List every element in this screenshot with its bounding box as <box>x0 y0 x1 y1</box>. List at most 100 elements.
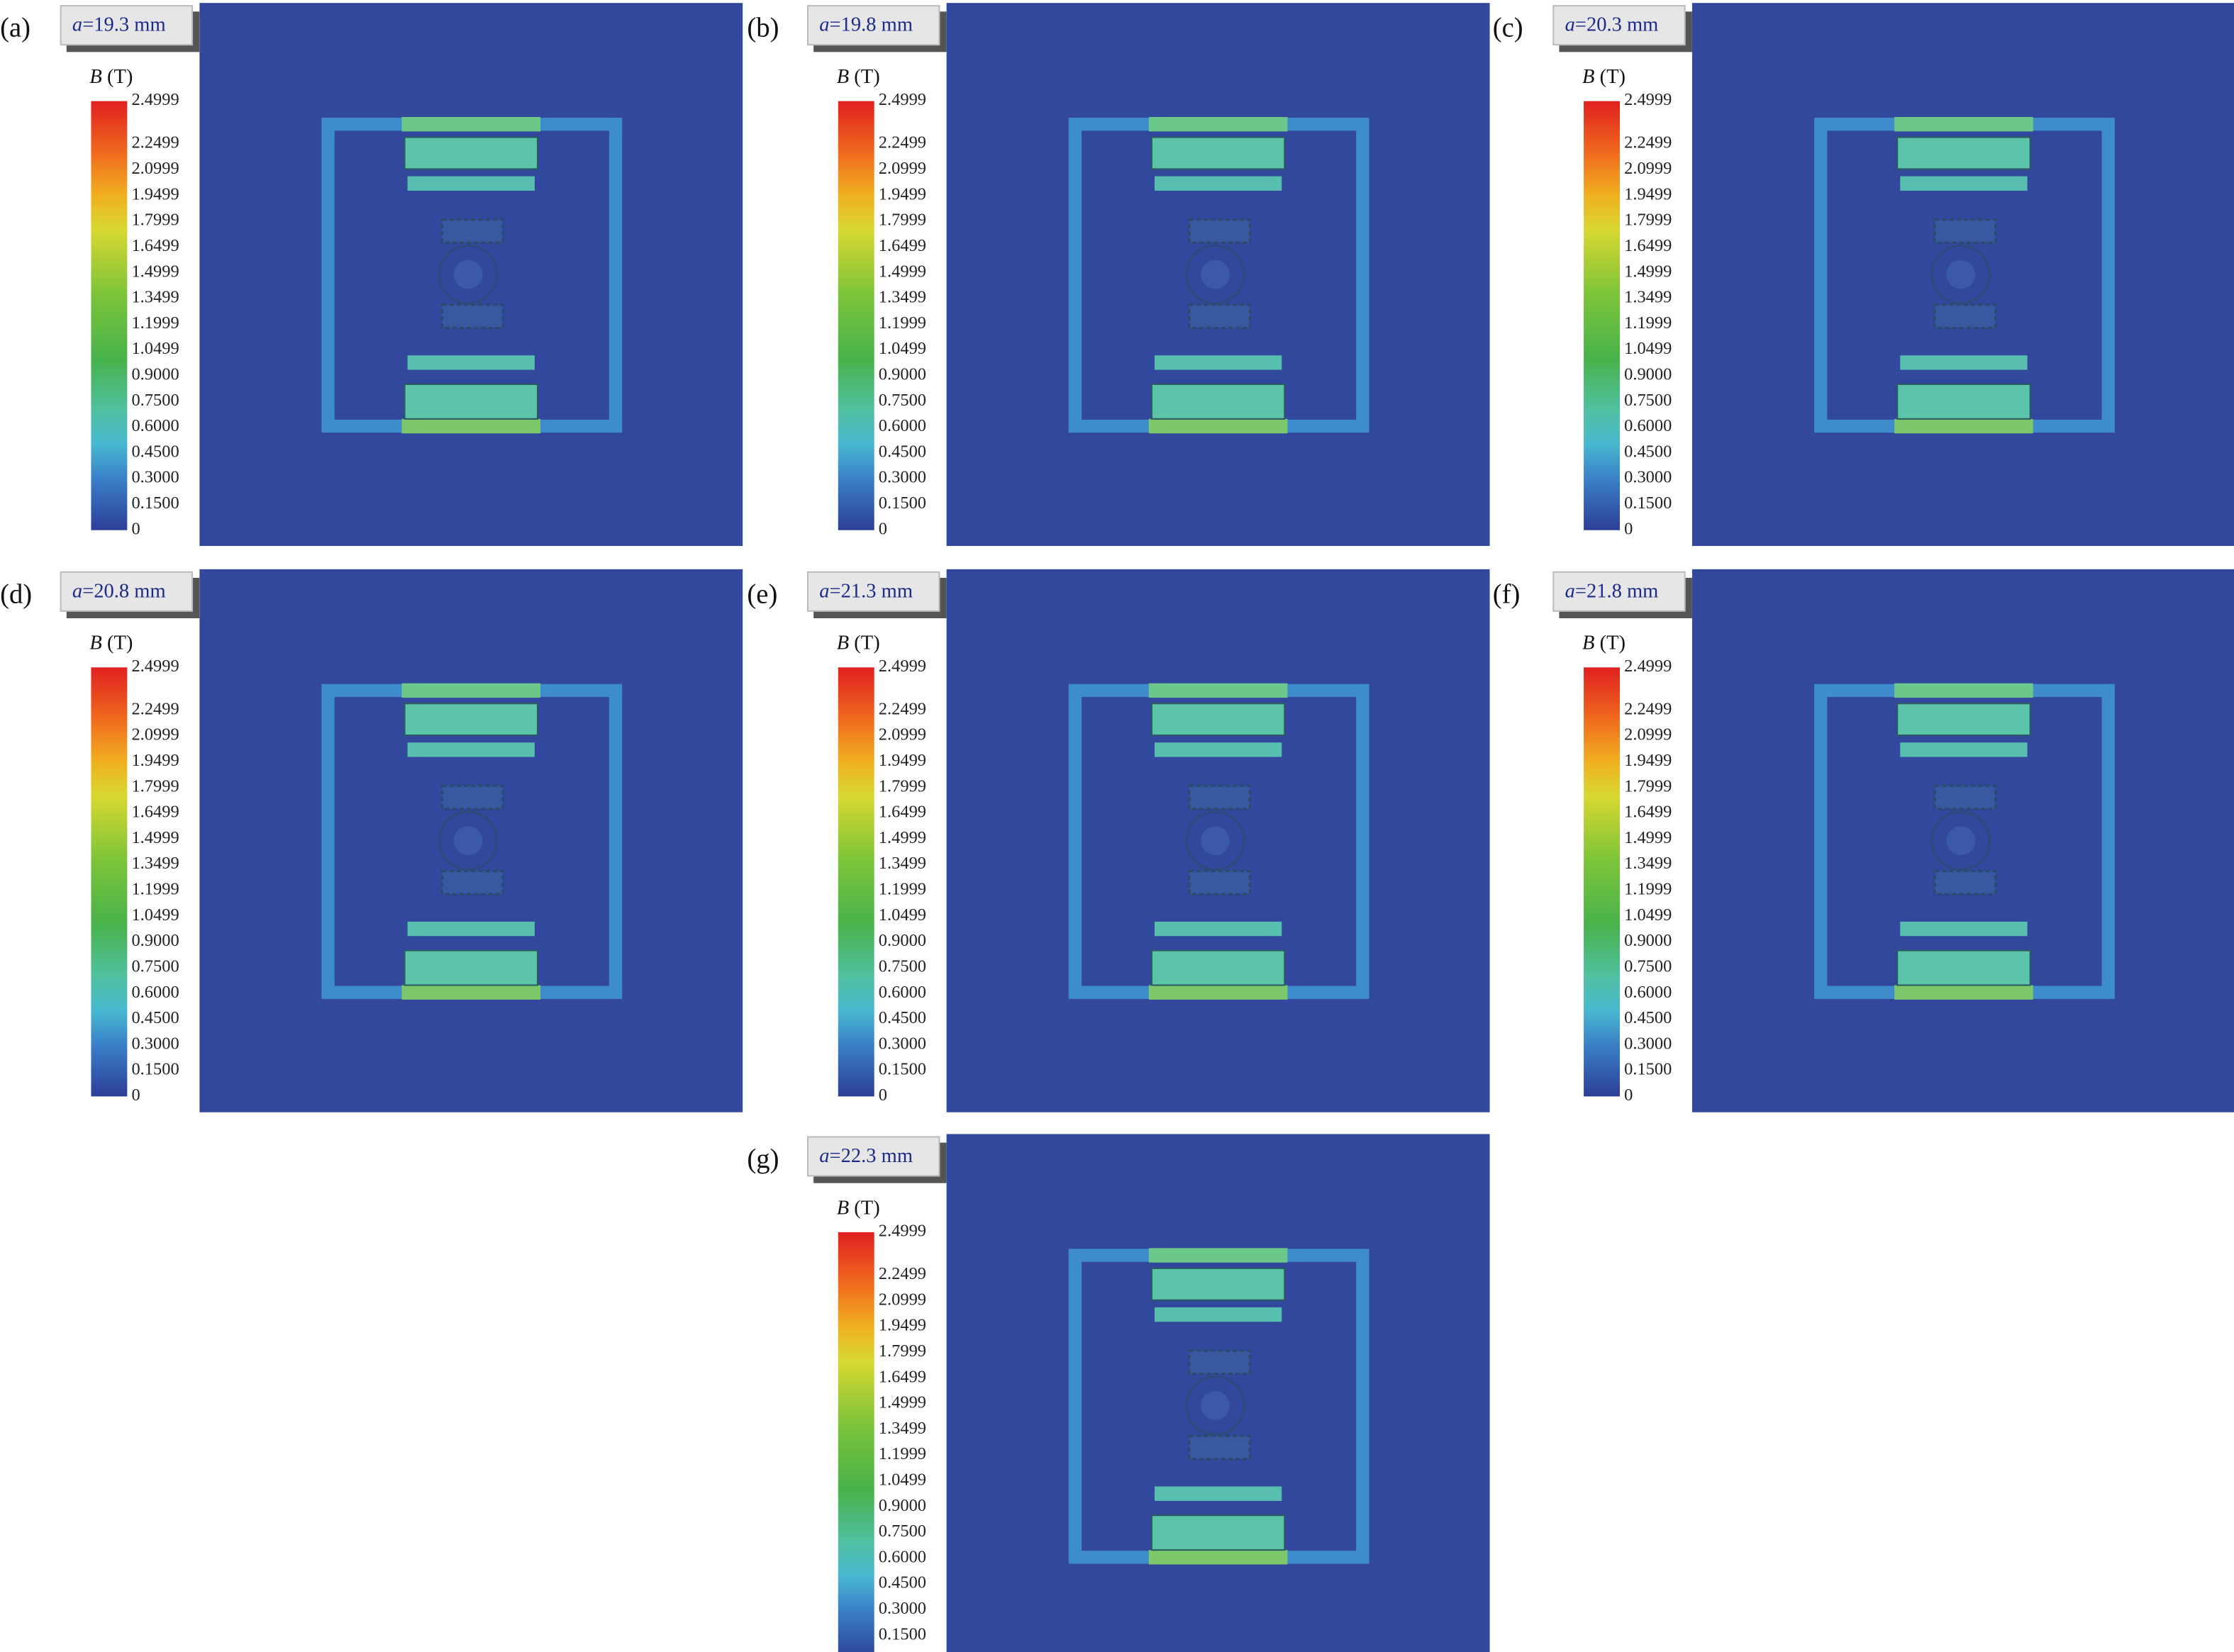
parameter-label: a=22.3 mm <box>819 1145 913 1167</box>
colorbar-title: B (T) <box>837 632 880 654</box>
colorbar-tick-label: 1.0499 <box>131 905 179 925</box>
colorbar-tick-label: 0.4500 <box>879 1008 926 1027</box>
colorbar-tick-label: 0.3000 <box>131 1034 179 1053</box>
colorbar <box>1584 667 1621 1097</box>
panel: (g) a=22.3 mmB (T)2.49992.24992.09991.949… <box>747 1134 1489 1652</box>
colorbar-tick-label: 2.4999 <box>879 657 926 676</box>
colorbar-tick-label: 1.1999 <box>879 313 926 333</box>
parameter-value: =19.3 mm <box>82 13 165 35</box>
colorbar-symbol: B <box>1582 632 1594 654</box>
parameter-symbol: a <box>819 580 829 602</box>
colorbar-tick-label: 0.3000 <box>879 1034 926 1053</box>
colorbar-tick-label: 1.4999 <box>879 1393 926 1412</box>
colorbar-tick-label: 1.1999 <box>131 313 179 333</box>
colorbar-space <box>1594 66 1599 88</box>
colorbar-tick-label: 2.0999 <box>1624 725 1672 744</box>
colorbar-tick-label: 1.3499 <box>131 288 179 307</box>
colorbar-tick-label: 0.6000 <box>131 416 179 435</box>
colorbar-tick-label: 1.7999 <box>879 776 926 796</box>
parameter-label: a=20.8 mm <box>72 580 166 602</box>
colorbar-tick-label: 1.0499 <box>879 339 926 358</box>
colorbar-tick-label: 1.4999 <box>131 262 179 281</box>
parameter-value: =21.3 mm <box>830 580 913 602</box>
colorbar-symbol: B <box>89 632 101 654</box>
colorbar-tick-label: 0.4500 <box>879 1573 926 1592</box>
colorbar-tick-label: 1.6499 <box>879 1367 926 1386</box>
colorbar <box>838 1232 874 1652</box>
colorbar-title: B (T) <box>1582 632 1626 654</box>
colorbar-tick-label: 2.2499 <box>879 1264 926 1283</box>
colorbar-tick-label: 0.6000 <box>879 983 926 1002</box>
colorbar-unit: (T) <box>1600 66 1626 88</box>
colorbar-tick-label: 0 <box>879 1085 887 1105</box>
parameter-label: a=21.3 mm <box>819 580 913 602</box>
colorbar-tick-label: 0.4500 <box>131 442 179 461</box>
colorbar-tick-label: 0.4500 <box>1624 1008 1672 1027</box>
colorbar-tick-label: 1.1999 <box>1624 313 1672 333</box>
colorbar-tick-label: 0.7500 <box>131 391 179 410</box>
colorbar-tick-label: 1.4999 <box>879 828 926 847</box>
colorbar-unit: (T) <box>1600 632 1626 654</box>
colorbar-tick-label: 1.6499 <box>131 236 179 255</box>
colorbar-tick-label: 1.7999 <box>131 776 179 796</box>
tag-box <box>806 1136 940 1177</box>
colorbar-space <box>849 1197 854 1219</box>
colorbar-tick-label: 0 <box>1624 519 1633 538</box>
colorbar-tick-label: 0.6000 <box>879 1547 926 1566</box>
colorbar-tick-label: 2.4999 <box>879 90 926 109</box>
parameter-label: a=19.3 mm <box>72 13 166 35</box>
colorbar-tick-label: 0.1500 <box>131 493 179 513</box>
colorbar-tick-label: 1.9499 <box>1624 184 1672 203</box>
colorbar-tick-label: 0.4500 <box>879 442 926 461</box>
colorbar-tick-label: 2.2499 <box>131 133 179 152</box>
colorbar-unit: (T) <box>854 66 879 88</box>
colorbar-tick-label: 1.0499 <box>879 905 926 925</box>
colorbar-tick-label: 0.4500 <box>1624 442 1672 461</box>
colorbar-tick-label: 0.6000 <box>131 983 179 1002</box>
colorbar-tick-label: 0.6000 <box>879 416 926 435</box>
parameter-symbol: a <box>72 13 82 35</box>
parameter-label: a=21.8 mm <box>1565 580 1659 602</box>
colorbar-space <box>102 66 107 88</box>
colorbar-tick-label: 0.1500 <box>879 493 926 513</box>
colorbar-tick-label: 0.9000 <box>131 931 179 950</box>
panel: (e) a=21.3 mmB (T)2.49992.24992.09991.949… <box>747 569 1489 1112</box>
colorbar-symbol: B <box>837 1197 849 1219</box>
colorbar-tick-label: 1.0499 <box>1624 905 1672 925</box>
colorbar-tick-label: 0.3000 <box>879 1599 926 1618</box>
colorbar-tick-label: 1.3499 <box>131 854 179 873</box>
colorbar-tick-label: 0.9000 <box>131 364 179 384</box>
colorbar-tick-label: 0.3000 <box>879 468 926 487</box>
colorbar-tick-label: 0.7500 <box>1624 956 1672 976</box>
colorbar-tick-label: 1.3499 <box>879 1419 926 1438</box>
colorbar-unit: (T) <box>107 66 133 88</box>
colorbar-unit: (T) <box>854 632 879 654</box>
colorbar-tick-label: 0.1500 <box>879 1624 926 1643</box>
panel-label: (g) <box>747 1144 779 1174</box>
colorbar-tick-label: 1.7999 <box>879 211 926 230</box>
colorbar-tick-label: 1.9499 <box>1624 751 1672 770</box>
colorbar-tick-label: 1.3499 <box>1624 288 1672 307</box>
tag-box <box>60 571 194 612</box>
colorbar-tick-label: 0.7500 <box>879 1522 926 1541</box>
parameter-value: =19.8 mm <box>830 13 913 35</box>
colorbar-tick-label: 0.3000 <box>1624 1034 1672 1053</box>
panel: (a) a=19.3 mm B (T) 2.4999 2.2499 2.0999 1.949… <box>0 3 743 546</box>
colorbar-title: B (T) <box>1582 66 1626 88</box>
parameter-symbol: a <box>819 13 829 35</box>
panel: (d) a=20.8 mm B (T) 2.4999 2.2499 2.0999 1.949… <box>0 569 743 1112</box>
colorbar-symbol: B <box>837 632 849 654</box>
colorbar-tick-label: 2.4999 <box>131 657 179 676</box>
tag-box <box>806 571 940 612</box>
colorbar-symbol: B <box>89 66 101 88</box>
colorbar-tick-label: 2.2499 <box>131 699 179 718</box>
colorbar-title: B (T) <box>89 632 133 654</box>
colorbar-tick-label: 0.3000 <box>1624 468 1672 487</box>
colorbar-tick-label: 0.1500 <box>1624 493 1672 513</box>
colorbar-tick-label: 2.4999 <box>1624 657 1672 676</box>
colorbar-tick-label: 0.9000 <box>1624 364 1672 384</box>
colorbar-tick-label: 0.9000 <box>879 364 926 384</box>
panel-label: (c) <box>1493 13 1523 43</box>
panel: (b) a=19.8 mmB (T)2.49992.24992.09991.949… <box>747 3 1489 546</box>
